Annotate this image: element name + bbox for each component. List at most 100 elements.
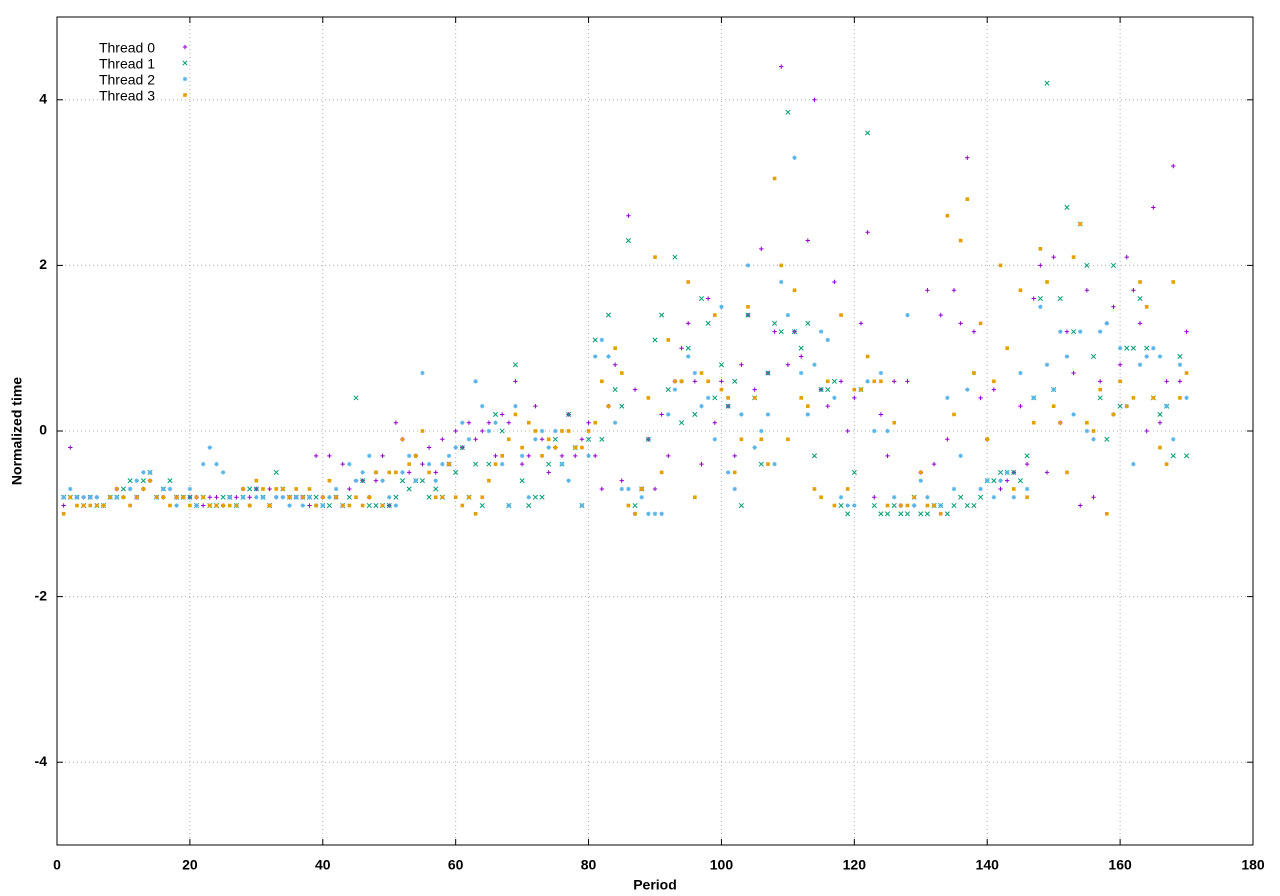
data-point [1184, 371, 1189, 375]
data-point [891, 502, 897, 509]
data-point [540, 454, 544, 458]
data-point [871, 502, 877, 509]
data-point [440, 495, 445, 500]
data-point [699, 461, 704, 467]
data-point [805, 238, 811, 243]
data-point [493, 420, 498, 425]
legend-label: Thread 3 [99, 88, 155, 104]
data-point [1137, 295, 1143, 302]
data-point [74, 495, 80, 500]
data-point [1018, 403, 1023, 409]
data-point [679, 379, 684, 384]
data-point [380, 478, 385, 483]
data-point [460, 503, 465, 508]
data-point [167, 478, 173, 484]
data-point [972, 371, 976, 375]
data-point [579, 503, 585, 508]
data-point [181, 495, 186, 500]
data-point [925, 495, 930, 500]
data-point [732, 453, 737, 459]
data-point [460, 420, 465, 425]
data-point [579, 437, 585, 442]
x-tick-label: 140 [976, 857, 1000, 873]
data-point [346, 494, 352, 500]
data-point [759, 428, 764, 434]
data-point [393, 420, 399, 425]
legend-label: Thread 0 [99, 40, 155, 56]
data-point [779, 263, 784, 268]
data-point [825, 337, 830, 343]
data-point [1117, 362, 1123, 367]
data-point [732, 470, 737, 475]
data-point [374, 470, 378, 475]
data-point [692, 411, 698, 417]
data-point [267, 486, 272, 492]
data-point [772, 461, 777, 467]
data-point [791, 329, 798, 335]
data-point [852, 387, 857, 392]
data-point [115, 487, 119, 491]
data-point [978, 494, 984, 500]
data-point [533, 403, 538, 409]
data-point [752, 445, 757, 450]
data-point [313, 494, 319, 500]
data-point [878, 412, 884, 417]
data-point [692, 379, 698, 384]
data-point [353, 478, 359, 483]
data-point [971, 502, 977, 509]
data-point [466, 437, 472, 442]
data-point [108, 495, 112, 500]
x-tick-label: 60 [448, 857, 464, 873]
data-point [692, 370, 698, 376]
data-point [1137, 362, 1143, 367]
data-point [1138, 280, 1142, 284]
data-point [433, 495, 438, 500]
data-point [347, 461, 352, 467]
data-point [354, 495, 358, 500]
data-point [998, 478, 1003, 483]
data-point [426, 494, 432, 500]
data-point [1005, 346, 1009, 350]
data-point [945, 437, 950, 442]
data-point [367, 495, 372, 500]
data-point [593, 354, 598, 359]
data-point [705, 395, 711, 401]
data-point [519, 461, 525, 467]
data-point [1164, 379, 1169, 384]
data-point [1004, 478, 1010, 483]
data-point [274, 487, 279, 491]
data-point [865, 130, 871, 136]
data-point [712, 420, 717, 425]
data-point [619, 486, 624, 492]
data-point [845, 503, 850, 508]
x-tick-label: 180 [1241, 857, 1265, 873]
data-point [88, 495, 93, 500]
data-point [1045, 280, 1049, 284]
data-point [400, 470, 405, 475]
data-point [905, 503, 910, 508]
data-point [805, 320, 811, 326]
data-point [892, 420, 896, 425]
data-point [798, 345, 804, 351]
data-point [580, 445, 584, 450]
data-point [712, 437, 717, 442]
data-point [905, 379, 910, 384]
data-point [214, 495, 219, 500]
data-point [818, 387, 824, 393]
data-point [393, 503, 399, 508]
data-point [612, 420, 618, 425]
data-point [121, 495, 126, 500]
data-point [440, 461, 445, 467]
data-point [786, 437, 790, 442]
legend-marker [182, 44, 188, 50]
data-point [759, 246, 764, 252]
data-point [632, 502, 638, 509]
data-point [1085, 420, 1089, 425]
data-point [812, 487, 817, 491]
data-point [1171, 280, 1176, 284]
data-point [320, 503, 325, 508]
legend-marker [183, 93, 187, 97]
data-point [1164, 462, 1169, 466]
data-point [925, 288, 930, 293]
data-point [167, 486, 173, 492]
